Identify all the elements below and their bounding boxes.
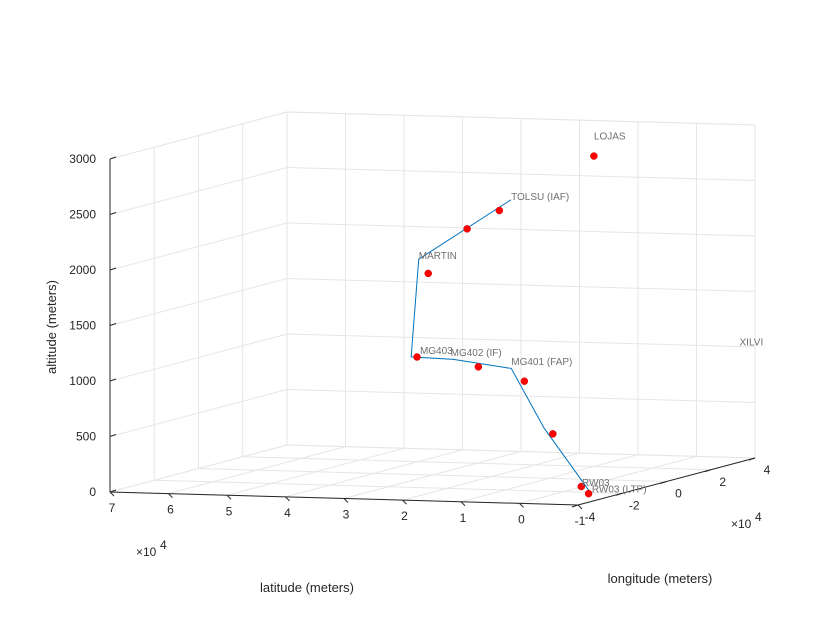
z-tick-label: 1000 (69, 374, 96, 388)
box-edge (109, 111, 288, 160)
z-tick-mark (109, 378, 117, 382)
x-tick-mark (402, 499, 407, 505)
waypoint-marker (584, 489, 593, 498)
y-tick-mark (704, 469, 711, 473)
z-tick-label: 2000 (69, 263, 96, 277)
waypoint-marker (424, 269, 432, 278)
waypoint-label: MG401 (FAP) (511, 357, 572, 368)
waypoint-marker (463, 225, 471, 233)
z-tick-mark (109, 156, 117, 160)
x-tick-mark (226, 494, 232, 500)
grid-side-z (286, 278, 756, 292)
x-tick-label: 5 (226, 504, 233, 518)
waypoint-marker (520, 377, 529, 385)
y-tick-label: 0 (675, 487, 682, 501)
grid-side-z (286, 444, 756, 459)
x-tick-label: 4 (284, 506, 291, 520)
z-axis-label: altitude (meters) (44, 280, 59, 374)
x-tick-label: 1 (460, 511, 467, 525)
x-tick-label: -1 (575, 514, 586, 528)
waypoint-marker (549, 430, 557, 438)
waypoint-marker (590, 152, 598, 160)
grid-wall-z (109, 389, 288, 437)
flight-path-line (410, 199, 592, 494)
y-tick-mark (571, 504, 579, 508)
z-tick-mark (109, 212, 117, 215)
waypoint-marker (495, 206, 504, 215)
x-tick-label: 0 (518, 512, 525, 526)
z-tick-mark (109, 489, 117, 493)
y-tick-label: 2 (719, 475, 726, 489)
grid-side-z (286, 222, 756, 237)
y-multiplier-base: ×10 (731, 517, 752, 531)
z-tick-label: 1500 (69, 319, 96, 333)
waypoint-marker (413, 353, 421, 361)
x-tick-label: 6 (167, 503, 174, 517)
grid-floor-y (154, 479, 623, 494)
box-edge (286, 111, 756, 126)
waypoint-label: RW03 (582, 478, 610, 489)
z-tick-mark (109, 267, 117, 271)
y-tick-label: 4 (764, 463, 771, 477)
x-tick-label: 7 (109, 501, 116, 515)
grid-wall-z (109, 278, 288, 326)
waypoint-marker (577, 482, 586, 491)
waypoint-label: MG403 (420, 346, 453, 357)
tick-labels: -1 0 1 2 3 4 5 6 7 -4 -2 0 2 4 0 500 1000 1500 2000 2500 300… (69, 152, 770, 528)
y-tick-mark (616, 492, 623, 496)
waypoint-label: MG402 (IF) (451, 348, 502, 359)
y-multiplier-exponent: 4 (755, 510, 762, 524)
y-axis-multiplier: ×10 4 (731, 510, 762, 531)
waypoint-marker (474, 363, 483, 371)
x-tick-mark (460, 501, 466, 507)
x-tick-mark (109, 491, 115, 497)
x-axis-multiplier: ×10 4 (136, 538, 167, 559)
z-tick-label: 2500 (69, 208, 96, 222)
x-tick-mark (577, 504, 583, 510)
waypoint-label: XILVI (740, 338, 764, 349)
grid-wall-z (109, 222, 288, 271)
waypoint-label: RW03 (LTP) (592, 485, 647, 496)
grid-floor-y (198, 468, 667, 482)
grid-wall-z (109, 167, 288, 215)
x-multiplier-exponent: 4 (160, 538, 167, 552)
x-tick-mark (519, 503, 524, 508)
waypoint-label: LOJAS (594, 131, 626, 142)
z-tick-mark (109, 323, 117, 326)
axis-labels: latitude (meters) longitude (meters) alt… (44, 280, 762, 595)
grid (109, 111, 756, 506)
grid-side-z (286, 333, 756, 348)
grid-side-z (286, 389, 756, 403)
y-axis-label: longitude (meters) (608, 571, 713, 586)
grid-wall-z (109, 444, 288, 493)
z-tick-mark (109, 434, 117, 437)
z-tick-label: 3000 (69, 152, 96, 166)
z-tick-label: 0 (89, 485, 96, 499)
y-tick-mark (748, 457, 756, 461)
waypoint-label: MARTIN (419, 251, 457, 262)
axes (109, 156, 756, 510)
y-tick-mark (660, 481, 667, 484)
x-axis-label: latitude (meters) (260, 580, 354, 595)
x-tick-label: 2 (401, 509, 408, 523)
x-tick-mark (285, 496, 290, 502)
x-tick-mark (168, 493, 173, 498)
y-tick-label: -2 (629, 498, 640, 512)
grid-wall-z (109, 333, 288, 382)
y-tick-label: -4 (585, 510, 596, 524)
grid-side-z (286, 167, 756, 181)
grid-floor-y (242, 456, 711, 471)
waypoint-label: TOLSU (IAF) (511, 192, 569, 203)
x-tick-label: 3 (343, 508, 350, 522)
z-tick-label: 500 (76, 430, 96, 444)
x-tick-mark (343, 498, 349, 503)
x-multiplier-base: ×10 (136, 545, 157, 559)
